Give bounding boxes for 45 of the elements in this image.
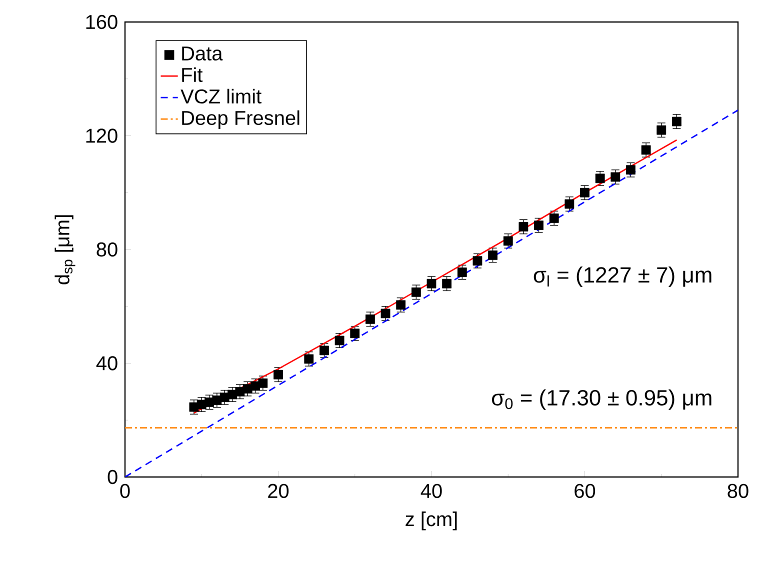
point (595, 174, 605, 184)
y-tick-label: 40 (96, 356, 118, 370)
point (274, 370, 283, 380)
legend-label: Data (182, 46, 223, 61)
point (580, 188, 590, 198)
y-tick-label: 160 (86, 14, 118, 30)
y-tick-label: 120 (86, 128, 118, 143)
point (564, 199, 574, 209)
point (258, 378, 268, 388)
x-tick-label: 80 (728, 484, 748, 498)
point (380, 308, 390, 318)
point (411, 287, 421, 297)
point (534, 220, 544, 230)
x-tick-label: 60 (574, 484, 596, 498)
point (472, 256, 482, 266)
x-tick-label: 20 (268, 484, 289, 498)
y-tick-label: 0 (108, 470, 118, 484)
annotation: σ$_{0}$ = (17.30 ± 0.95) μm (492, 389, 712, 410)
point (488, 250, 498, 260)
point (641, 145, 651, 155)
point (442, 278, 452, 288)
point (426, 278, 436, 288)
point (334, 336, 344, 346)
point (656, 125, 666, 135)
legend-label: Deep Fresnel (182, 110, 300, 129)
y-axis-title: d$_{sp}$ [μm] (54, 215, 76, 284)
point (457, 268, 467, 277)
point (304, 354, 314, 364)
point (396, 300, 406, 310)
point (672, 116, 682, 126)
point (366, 314, 375, 324)
point (320, 346, 329, 356)
x-axis-title: z [cm] (406, 512, 457, 530)
x-tick-label: 40 (420, 484, 442, 498)
annotation: σ$_{l}$ = (1227 ± 7) μm (534, 266, 712, 288)
point (626, 165, 636, 175)
point (549, 214, 559, 223)
point (518, 222, 528, 232)
x-tick-label: 0 (120, 484, 130, 498)
point (503, 236, 513, 246)
point (610, 172, 620, 182)
legend-label: Fit (182, 67, 203, 82)
legend-label: VCZ limit (180, 88, 262, 104)
point (350, 328, 360, 338)
y-tick-label: 80 (96, 242, 118, 257)
